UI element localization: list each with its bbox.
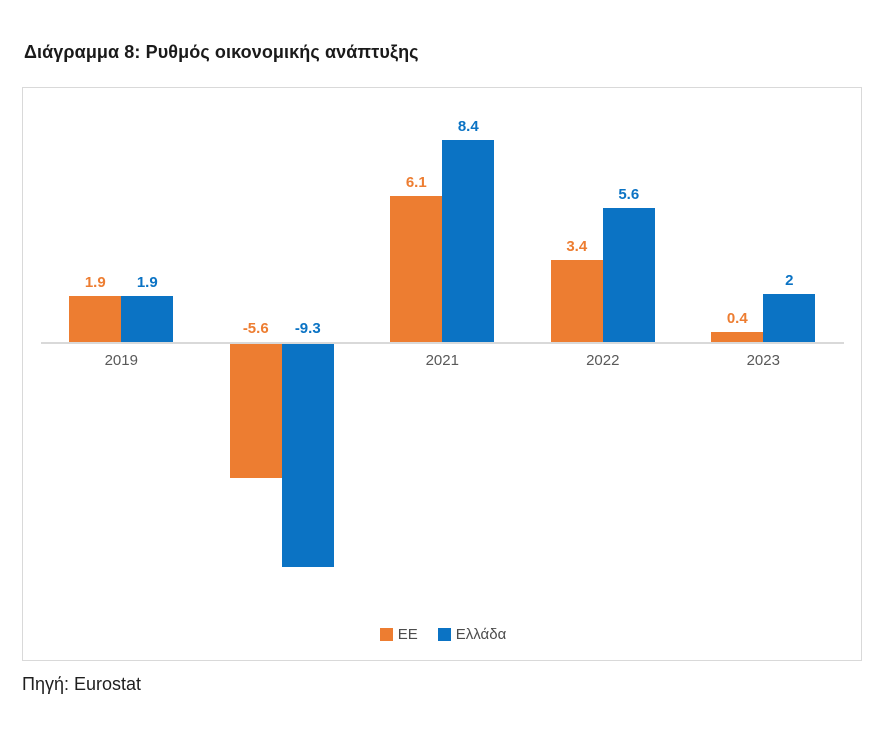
bar-Ελλάδα-2019 <box>121 296 174 342</box>
bar-Ελλάδα-2021 <box>442 140 495 342</box>
legend-swatch-icon <box>379 628 393 641</box>
legend-swatch-icon <box>437 628 451 641</box>
value-label-ΕΕ-2022: 3.4 <box>566 238 588 256</box>
value-label-ΕΕ-2021: 6.1 <box>405 173 427 191</box>
bar-chart-plot-area: 1.9 -5.6 6.1 3.4 0.4 1.9 -9.3 8.4 5.6 2 2019 2021 20… <box>23 88 863 662</box>
value-label-Ελλάδα-2023: 2 <box>785 272 794 289</box>
value-label-Ελλάδα-2021: 8.4 <box>457 118 479 136</box>
x-tick-label-2023: 2023 <box>746 352 780 369</box>
bar-ΕΕ-2020 <box>229 344 282 479</box>
bar-ΕΕ-2023 <box>711 332 764 342</box>
value-label-Ελλάδα-2022: 5.6 <box>618 185 640 203</box>
legend-item-ΕΕ: ΕΕ <box>379 626 418 643</box>
legend-item-Ελλάδα: Ελλάδα <box>437 626 507 643</box>
value-label-Ελλάδα-2019: 1.9 <box>136 274 158 292</box>
chart-panel: 1.9 -5.6 6.1 3.4 0.4 1.9 -9.3 8.4 5.6 2 2019 2021 20… <box>22 87 862 661</box>
legend-label: ΕΕ <box>397 626 418 643</box>
x-tick-label-2021: 2021 <box>425 352 459 369</box>
legend-label: Ελλάδα <box>455 626 507 643</box>
chart-title: Διάγραμμα 8: Ρυθμός οικονομικής ανάπτυξη… <box>24 42 419 62</box>
bar-Ελλάδα-2023 <box>763 294 816 342</box>
x-axis-line <box>41 342 844 344</box>
bar-Ελλάδα-2020 <box>281 344 334 568</box>
value-label-ΕΕ-2019: 1.9 <box>84 274 106 292</box>
bar-Ελλάδα-2022 <box>602 207 655 342</box>
source-caption: Πηγή: Eurostat <box>22 674 142 694</box>
x-tick-label-2019: 2019 <box>104 352 138 369</box>
bar-ΕΕ-2019 <box>69 296 122 342</box>
bar-ΕΕ-2021 <box>390 195 443 342</box>
chart-legend: ΕΕ Ελλάδα <box>23 626 863 643</box>
value-label-Ελλάδα-2020: -9.3 <box>294 320 321 337</box>
x-tick-label-2022: 2022 <box>586 352 620 369</box>
value-label-ΕΕ-2020: -5.6 <box>242 320 269 337</box>
bar-ΕΕ-2022 <box>550 260 603 342</box>
value-label-ΕΕ-2023: 0.4 <box>726 310 748 328</box>
